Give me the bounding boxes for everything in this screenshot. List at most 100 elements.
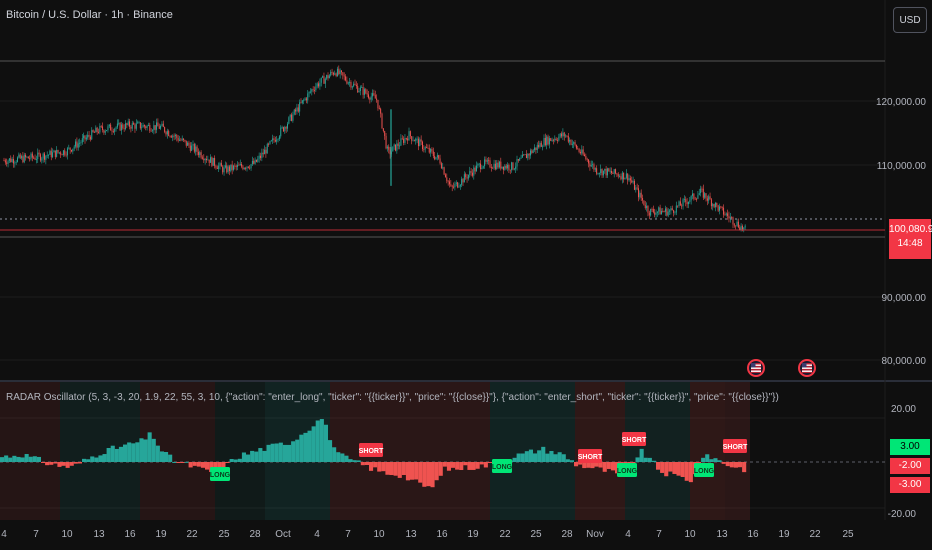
candle-body <box>670 208 672 211</box>
candle-body <box>740 225 742 230</box>
candle-body <box>527 153 529 159</box>
candle-body <box>71 149 72 152</box>
candle-body <box>131 123 133 129</box>
short-signal[interactable]: SHORT <box>578 449 603 463</box>
candle-body <box>324 78 326 84</box>
osc-bar <box>323 424 328 462</box>
candle-body <box>489 160 491 168</box>
candle-body <box>168 131 170 136</box>
candle-body <box>665 208 666 212</box>
candle-body <box>199 152 201 155</box>
long-signal[interactable]: LONG <box>492 459 513 473</box>
candle-body <box>493 163 495 169</box>
candle-body <box>184 139 186 141</box>
osc-bar <box>582 462 587 469</box>
long-signal[interactable]: LONG <box>617 463 638 477</box>
candle-body <box>623 172 625 180</box>
candle-body <box>91 130 93 140</box>
candle-body <box>436 155 438 158</box>
long-signal[interactable]: LONG <box>210 467 231 481</box>
currency-button[interactable]: USD <box>893 7 927 33</box>
candle-body <box>566 135 568 137</box>
candle-body <box>470 171 472 173</box>
osc-bar <box>602 462 607 472</box>
candle-body <box>516 159 518 167</box>
countdown-value: 14:48 <box>897 238 923 249</box>
candle-body <box>362 87 364 95</box>
candle-body <box>204 159 206 161</box>
candle-body <box>615 169 617 174</box>
candle-body <box>663 211 665 213</box>
candle-body <box>386 146 388 149</box>
candle-body <box>93 132 95 133</box>
candle-body <box>584 154 585 157</box>
osc-bar <box>246 454 251 462</box>
candle-body <box>511 162 513 171</box>
candle-body <box>719 206 720 211</box>
osc-bar <box>69 462 74 466</box>
short-signal[interactable]: SHORT <box>359 443 384 457</box>
candle-body <box>234 165 236 167</box>
osc-bar <box>90 456 95 462</box>
candle-body <box>14 162 16 164</box>
candle-body <box>254 159 256 164</box>
x-axis-label: 16 <box>124 529 136 540</box>
candle-body <box>455 182 457 185</box>
osc-bar <box>684 462 689 481</box>
osc-bar <box>389 462 394 476</box>
candle-body <box>682 199 684 207</box>
candle-body <box>625 173 627 178</box>
candle-body <box>179 139 180 141</box>
candle-body <box>135 123 137 129</box>
us-flag-icon[interactable] <box>747 359 765 377</box>
osc-bar <box>598 462 603 468</box>
flag-stripe <box>802 370 812 372</box>
candle-body <box>408 131 410 141</box>
candle-body <box>743 227 745 230</box>
osc-bar <box>225 462 230 463</box>
candle-body <box>227 166 229 173</box>
candle-body <box>39 154 41 161</box>
candle-body <box>616 173 618 175</box>
osc-bar <box>533 453 538 462</box>
candle-body <box>239 163 241 166</box>
candle-body <box>187 142 189 146</box>
candle-body <box>332 72 334 75</box>
event-icons[interactable] <box>747 359 816 377</box>
osc-bar <box>434 462 439 481</box>
candle-body <box>203 158 205 161</box>
candle-body <box>569 139 571 142</box>
osc-bar <box>8 457 13 462</box>
osc-bar <box>471 462 476 470</box>
candle-body <box>579 151 581 154</box>
signal-box <box>578 449 602 463</box>
x-axis-label: 19 <box>467 529 479 540</box>
osc-bar <box>98 455 103 462</box>
candle-body <box>409 131 411 137</box>
candle-body <box>89 136 91 140</box>
candle-body <box>246 166 248 169</box>
long-signal[interactable]: LONG <box>694 463 715 477</box>
osc-bar <box>221 462 226 471</box>
flag-canton <box>802 363 807 368</box>
osc-bar <box>155 445 160 462</box>
candle-body <box>141 127 143 129</box>
candle-body <box>328 75 330 79</box>
candle-body <box>687 201 689 205</box>
us-flag-icon[interactable] <box>798 359 816 377</box>
osc-bar <box>463 462 468 466</box>
candle-body <box>208 159 210 163</box>
short-signal[interactable]: SHORT <box>723 439 748 453</box>
short-signal[interactable]: SHORT <box>622 432 647 446</box>
candle-body <box>154 125 156 130</box>
symbol-title: Bitcoin / U.S. Dollar · 1h · Binance <box>6 9 173 21</box>
candle-body <box>735 225 737 227</box>
oscillator-signals[interactable]: LONG SHORT LONG SHORT SHORT LONG LONG SHORT <box>210 432 748 481</box>
candle-body <box>692 193 693 196</box>
osc-bar <box>196 462 201 467</box>
candle-body <box>724 214 726 216</box>
osc-bar <box>676 462 681 476</box>
candle-body <box>316 83 318 87</box>
osc-bar <box>528 449 533 462</box>
